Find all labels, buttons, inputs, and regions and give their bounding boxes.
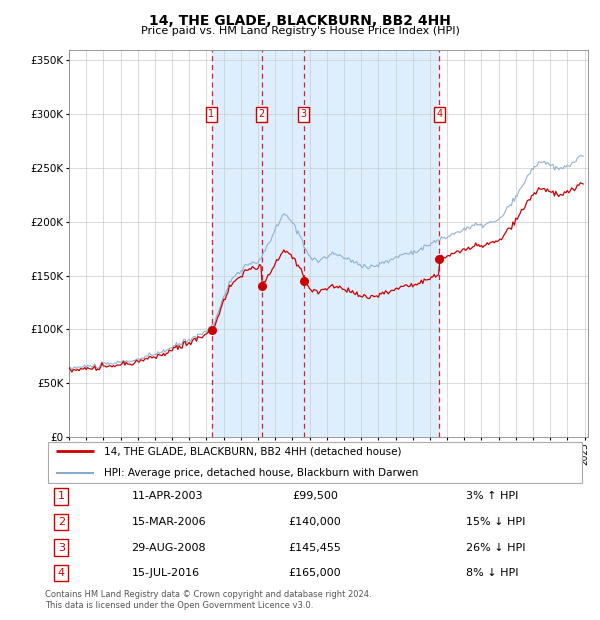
Text: 4: 4	[58, 568, 65, 578]
Bar	[212, 50, 439, 437]
Text: 14, THE GLADE, BLACKBURN, BB2 4HH (detached house): 14, THE GLADE, BLACKBURN, BB2 4HH (detac…	[104, 446, 402, 456]
Text: 1: 1	[58, 492, 65, 502]
Text: £165,000: £165,000	[289, 568, 341, 578]
FancyBboxPatch shape	[48, 442, 582, 483]
Text: 11-APR-2003: 11-APR-2003	[131, 492, 203, 502]
Text: 15% ↓ HPI: 15% ↓ HPI	[466, 517, 526, 527]
Text: 8% ↓ HPI: 8% ↓ HPI	[466, 568, 519, 578]
Text: 14, THE GLADE, BLACKBURN, BB2 4HH: 14, THE GLADE, BLACKBURN, BB2 4HH	[149, 14, 451, 28]
Text: 29-AUG-2008: 29-AUG-2008	[131, 542, 206, 552]
Text: 26% ↓ HPI: 26% ↓ HPI	[466, 542, 526, 552]
Text: 15-JUL-2016: 15-JUL-2016	[131, 568, 200, 578]
Text: £145,455: £145,455	[289, 542, 341, 552]
Text: 1: 1	[208, 109, 215, 119]
Text: 2: 2	[259, 109, 265, 119]
Text: 4: 4	[436, 109, 442, 119]
Text: 15-MAR-2006: 15-MAR-2006	[131, 517, 206, 527]
Text: 3: 3	[58, 542, 65, 552]
Text: £99,500: £99,500	[292, 492, 338, 502]
Text: 3: 3	[301, 109, 307, 119]
Text: 3% ↑ HPI: 3% ↑ HPI	[466, 492, 518, 502]
Text: Price paid vs. HM Land Registry's House Price Index (HPI): Price paid vs. HM Land Registry's House …	[140, 26, 460, 36]
Text: £140,000: £140,000	[289, 517, 341, 527]
Text: 2: 2	[58, 517, 65, 527]
Text: Contains HM Land Registry data © Crown copyright and database right 2024.
This d: Contains HM Land Registry data © Crown c…	[45, 590, 371, 609]
Text: HPI: Average price, detached house, Blackburn with Darwen: HPI: Average price, detached house, Blac…	[104, 467, 419, 478]
